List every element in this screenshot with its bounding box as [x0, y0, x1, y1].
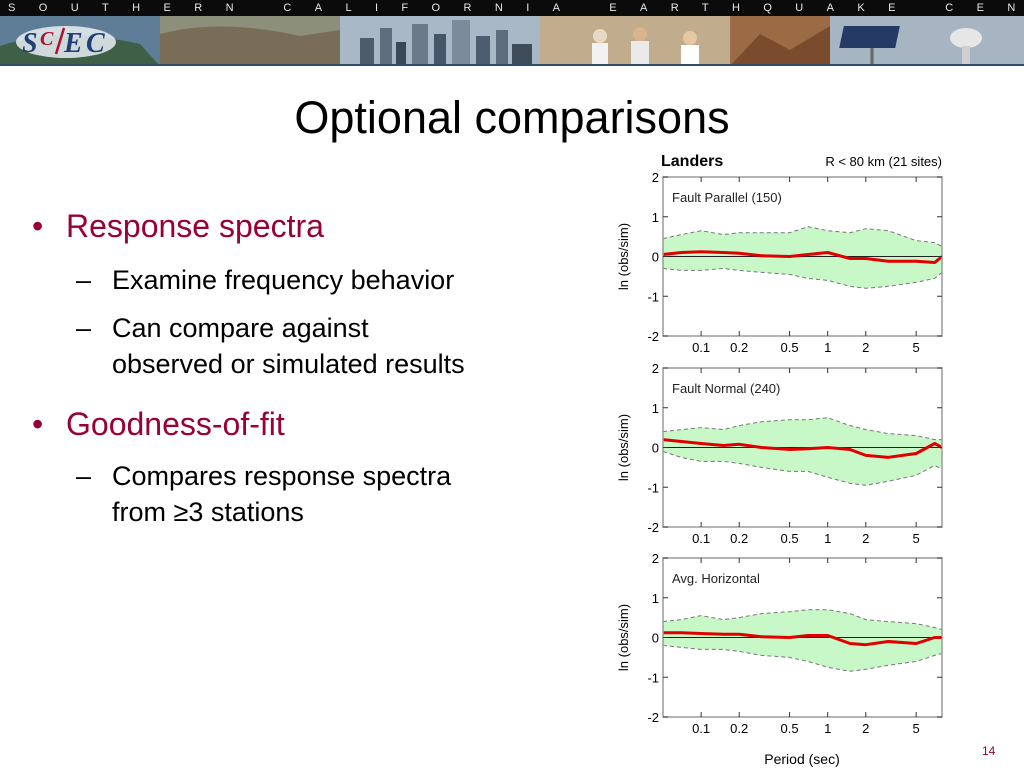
panel-title: Fault Parallel (150) [672, 190, 782, 205]
y-axis-label: ln (obs/sim) [616, 604, 631, 671]
response-spectra-figure: Landers R < 80 km (21 sites) 2 1 0 -1 -2 0.1 0… [616, 153, 943, 767]
banner-title: SOUTHERN CALIFORNIA EARTHQUAKE CENTER [8, 2, 1024, 14]
chart-panel: 2 1 0 -1 -2 0.1 0.2 0.5 1 2 5 Fault Normal (240) ln … [616, 361, 943, 546]
y-tick-label: 1 [652, 401, 659, 416]
svg-text:C: C [40, 28, 54, 50]
bullet-marker: • [32, 406, 44, 442]
y-tick-label: -1 [647, 670, 659, 685]
y-tick-label: 0 [652, 631, 659, 646]
chart-panel: 2 1 0 -1 -2 0.1 0.2 0.5 1 2 5 Avg. Horizontal ln (ob… [616, 551, 943, 736]
banner-divider [0, 64, 1024, 66]
x-tick-label: 2 [862, 531, 869, 546]
svg-text:S: S [22, 28, 38, 59]
y-tick-label: 1 [652, 591, 659, 606]
y-tick-label: -2 [647, 520, 659, 535]
x-tick-label: 0.5 [781, 721, 799, 736]
y-tick-label: 0 [652, 250, 659, 265]
bullet-text: Response spectra [66, 208, 324, 244]
lower-bound-line [662, 451, 943, 486]
x-axis-label: Period (sec) [764, 751, 839, 767]
bullet-marker: • [32, 208, 44, 244]
x-tick-label: 0.1 [692, 340, 710, 355]
mean-residual-line [663, 631, 942, 647]
banner-title-strip [0, 0, 1024, 16]
lower-bound-line [662, 267, 943, 289]
x-tick-label: 0.1 [692, 531, 710, 546]
bullet-text: Goodness-of-fit [66, 406, 285, 442]
x-tick-label: 1 [824, 531, 831, 546]
mean-residual-line [662, 438, 943, 459]
sub-bullet-examine-frequency: – Examine frequency behavior [76, 262, 454, 298]
figure-title: Landers [661, 153, 723, 170]
mean-residual-line [662, 250, 943, 264]
y-axis-label: ln (obs/sim) [616, 223, 631, 290]
sub-bullet-text-line-2: from ≥3 stations [112, 497, 304, 527]
sub-bullet-marker: – [76, 265, 92, 295]
x-tick-label: 2 [862, 340, 869, 355]
lower-bound-line [662, 645, 943, 672]
y-tick-label: 2 [652, 551, 659, 566]
x-tick-label: 5 [913, 340, 920, 355]
panel-title: Avg. Horizontal [672, 571, 760, 586]
panel-title: Fault Normal (240) [672, 381, 780, 396]
sub-bullet-marker: – [76, 461, 92, 491]
y-tick-label: -2 [647, 710, 659, 725]
svg-text:E: E [63, 28, 83, 59]
x-tick-label: 1 [824, 340, 831, 355]
page-number: 14 [982, 744, 996, 758]
y-tick-label: -1 [647, 480, 659, 495]
bullet-goodness-of-fit: • Goodness-of-fit [32, 406, 285, 443]
x-tick-label: 0.2 [730, 340, 748, 355]
y-tick-label: 0 [652, 441, 659, 456]
x-tick-label: 0.5 [781, 531, 799, 546]
x-tick-label: 1 [824, 721, 831, 736]
sub-bullet-compares-spectra: – Compares response spectra from ≥3 stat… [76, 458, 451, 530]
uncertainty-band [663, 226, 942, 289]
x-tick-label: 0.2 [730, 531, 748, 546]
upper-bound-line [662, 226, 943, 248]
x-tick-label: 5 [913, 531, 920, 546]
sub-bullet-text: Examine frequency behavior [112, 265, 455, 295]
sub-bullet-marker: – [76, 313, 92, 343]
x-tick-label: 0.2 [730, 721, 748, 736]
y-tick-label: -1 [647, 289, 659, 304]
chart-panel: 2 1 0 -1 -2 0.1 0.2 0.5 1 2 5 Fault Parallel (150) l… [616, 170, 943, 355]
sub-bullet-can-compare: – Can compare against observed or simula… [76, 310, 465, 382]
y-tick-label: -2 [647, 329, 659, 344]
banner-photo-collage [0, 16, 1024, 66]
upper-bound-line [662, 417, 942, 441]
uncertainty-band [663, 417, 942, 486]
x-tick-label: 2 [862, 721, 869, 736]
sub-bullet-text-line-2: observed or simulated results [112, 349, 465, 379]
y-tick-label: 1 [652, 210, 659, 225]
sub-bullet-text-line-1: Compares response spectra [112, 461, 452, 491]
y-tick-label: 2 [652, 170, 659, 185]
scec-logo: S C E C [16, 26, 116, 59]
x-tick-label: 5 [913, 721, 920, 736]
upper-bound-line [662, 609, 943, 630]
svg-text:C: C [86, 28, 105, 59]
x-tick-label: 0.5 [781, 340, 799, 355]
sub-bullet-text-line-1: Can compare against [112, 313, 369, 343]
y-axis-label: ln (obs/sim) [616, 414, 631, 481]
y-tick-label: 2 [652, 361, 659, 376]
uncertainty-band [663, 609, 942, 672]
x-tick-label: 0.1 [692, 721, 710, 736]
figure-note: R < 80 km (21 sites) [825, 154, 942, 169]
bullet-response-spectra: • Response spectra [32, 208, 324, 245]
slide-title: Optional comparisons [294, 92, 730, 143]
header-banner: SOUTHERN CALIFORNIA EARTHQUAKE CENTER S … [0, 0, 1024, 66]
